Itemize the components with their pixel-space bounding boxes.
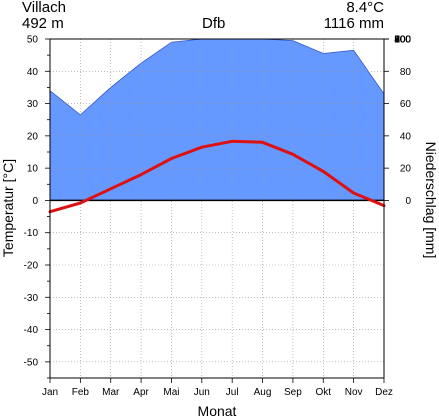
temperature-point bbox=[231, 140, 233, 143]
left-tick-label: 40 bbox=[27, 67, 39, 78]
x-tick-label: Jan bbox=[42, 387, 58, 398]
right-tick-label: 80 bbox=[400, 67, 412, 78]
temperature-point bbox=[322, 170, 325, 173]
x-tick-label: Apr bbox=[133, 387, 149, 398]
x-tick-label: Sep bbox=[284, 387, 302, 398]
x-tick-label: Nov bbox=[345, 387, 363, 398]
left-tick-label: -50 bbox=[24, 357, 39, 368]
x-axis-title: Monat bbox=[198, 403, 237, 418]
right-tick-label: 600 bbox=[394, 35, 411, 46]
right-tick-label: 200 bbox=[394, 35, 411, 46]
precipitation-area bbox=[49, 38, 385, 201]
x-tick-label: Feb bbox=[72, 387, 90, 398]
temperature-point bbox=[292, 153, 294, 156]
annual-mean-temperature: 8.4°C bbox=[346, 0, 384, 16]
temperature-point bbox=[261, 141, 264, 144]
temperature-point bbox=[170, 157, 173, 160]
right-tick-label: 0 bbox=[405, 196, 411, 207]
annual-precipitation: 1116 mm bbox=[323, 15, 384, 32]
x-tick-label: Dez bbox=[375, 387, 393, 398]
right-tick-label: 900 bbox=[394, 35, 411, 46]
temperature-point bbox=[140, 173, 142, 176]
right-tick-label: 60 bbox=[400, 99, 412, 110]
station-elevation: 492 m bbox=[22, 15, 64, 32]
left-tick-label: -10 bbox=[24, 228, 39, 239]
left-tick-label: -20 bbox=[24, 261, 39, 272]
x-tick-label: Okt bbox=[315, 387, 331, 398]
right-tick-label: 400 bbox=[394, 35, 411, 46]
left-axis-title: Temperatur [°C] bbox=[0, 159, 16, 257]
left-tick-label: 20 bbox=[27, 131, 39, 142]
climate-classification: Dfb bbox=[202, 15, 226, 32]
x-tick-label: Mai bbox=[163, 387, 179, 398]
temperature-point bbox=[79, 202, 82, 204]
x-tick-label: Aug bbox=[254, 387, 272, 398]
left-tick-label: 50 bbox=[27, 35, 39, 46]
right-tick-label: 40 bbox=[400, 131, 412, 142]
temperature-point bbox=[352, 192, 355, 194]
temperature-point bbox=[201, 146, 203, 148]
x-tick-label: Mar bbox=[102, 387, 120, 398]
left-tick-label: 0 bbox=[32, 196, 38, 207]
right-tick-label: 100 bbox=[394, 35, 411, 46]
temperature-point bbox=[109, 188, 112, 190]
right-tick-label: 20 bbox=[400, 164, 412, 175]
left-tick-label: -40 bbox=[24, 325, 39, 336]
right-tick-label: 300 bbox=[394, 35, 411, 46]
left-tick-label: 30 bbox=[27, 99, 39, 110]
plot-frame bbox=[49, 38, 385, 379]
right-tick-label: 700 bbox=[394, 35, 411, 46]
temperature-line bbox=[48, 139, 386, 214]
left-tick-label: -30 bbox=[24, 293, 39, 304]
station-name: Villach bbox=[22, 0, 66, 16]
right-axis-title: Niederschlag [mm] bbox=[423, 142, 439, 259]
right-tick-label: 500 bbox=[394, 35, 411, 46]
x-tick-label: Jun bbox=[194, 387, 210, 398]
left-tick-label: 10 bbox=[27, 164, 39, 175]
right-tick-label: 800 bbox=[394, 35, 411, 46]
x-tick-label: Jul bbox=[226, 387, 239, 398]
